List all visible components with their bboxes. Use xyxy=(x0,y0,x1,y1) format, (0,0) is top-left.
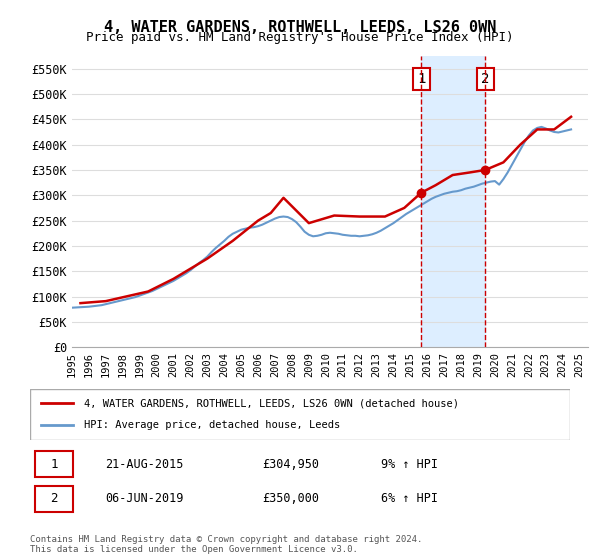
Text: 1: 1 xyxy=(50,458,58,470)
Text: 4, WATER GARDENS, ROTHWELL, LEEDS, LS26 0WN: 4, WATER GARDENS, ROTHWELL, LEEDS, LS26 … xyxy=(104,20,496,35)
Text: 9% ↑ HPI: 9% ↑ HPI xyxy=(381,458,438,470)
Text: Price paid vs. HM Land Registry's House Price Index (HPI): Price paid vs. HM Land Registry's House … xyxy=(86,31,514,44)
Text: Contains HM Land Registry data © Crown copyright and database right 2024.
This d: Contains HM Land Registry data © Crown c… xyxy=(30,535,422,554)
Text: 2: 2 xyxy=(50,492,58,505)
Text: £304,950: £304,950 xyxy=(262,458,319,470)
Text: 2: 2 xyxy=(481,72,490,86)
Text: 1: 1 xyxy=(417,72,425,86)
Text: 06-JUN-2019: 06-JUN-2019 xyxy=(106,492,184,505)
Text: 21-AUG-2015: 21-AUG-2015 xyxy=(106,458,184,470)
Text: £350,000: £350,000 xyxy=(262,492,319,505)
Bar xyxy=(421,56,485,347)
Text: 4, WATER GARDENS, ROTHWELL, LEEDS, LS26 0WN (detached house): 4, WATER GARDENS, ROTHWELL, LEEDS, LS26 … xyxy=(84,398,459,408)
Text: HPI: Average price, detached house, Leeds: HPI: Average price, detached house, Leed… xyxy=(84,421,340,431)
FancyBboxPatch shape xyxy=(35,486,73,512)
Text: 6% ↑ HPI: 6% ↑ HPI xyxy=(381,492,438,505)
FancyBboxPatch shape xyxy=(30,389,570,440)
FancyBboxPatch shape xyxy=(35,451,73,477)
